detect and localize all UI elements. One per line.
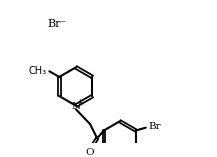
Text: Br⁻: Br⁻ bbox=[48, 19, 67, 29]
Text: O: O bbox=[85, 148, 94, 157]
Text: Br: Br bbox=[149, 122, 161, 131]
Text: N: N bbox=[71, 102, 81, 111]
Text: +: + bbox=[76, 98, 83, 107]
Text: CH₃: CH₃ bbox=[29, 66, 47, 76]
